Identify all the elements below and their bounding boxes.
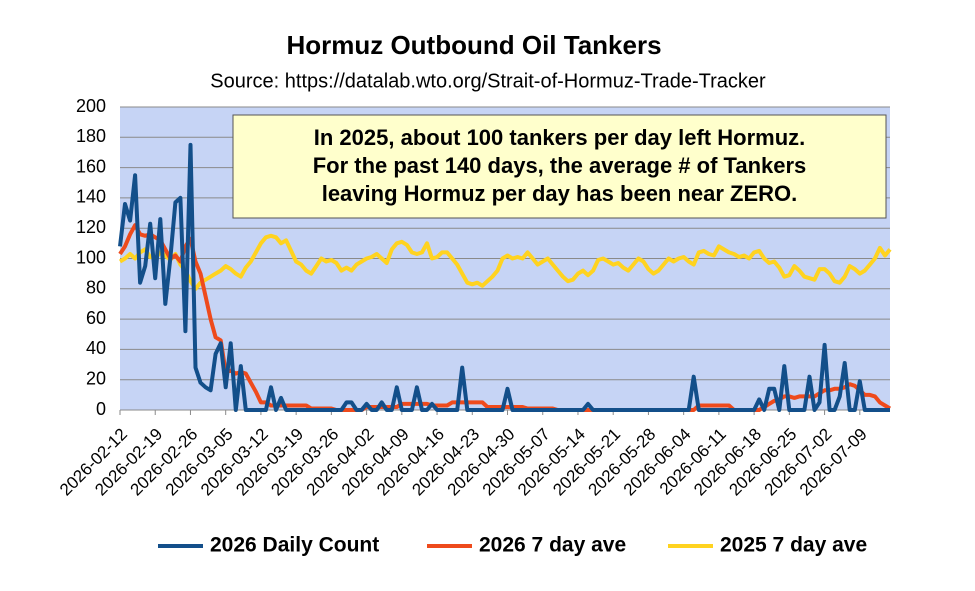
y-tick-label: 160 [76,156,106,176]
y-tick-label: 20 [86,368,106,388]
y-tick-label: 80 [86,278,106,298]
y-tick-label: 180 [76,126,106,146]
y-tick-label: 60 [86,308,106,328]
legend-label: 2025 7 day ave [720,534,867,557]
y-tick-label: 140 [76,187,106,207]
legend-label: 2026 7 day ave [479,534,626,557]
y-tick-label: 100 [76,247,106,267]
chart-title: Hormuz Outbound Oil Tankers [286,30,661,60]
series-line [118,233,892,291]
y-tick-label: 0 [96,399,106,419]
chart-subtitle: Source: https://datalab.wto.org/Strait-o… [210,70,766,92]
annotation-box [232,114,887,219]
y-tick-label: 40 [86,338,106,358]
legend-label: 2026 Daily Count [210,534,379,557]
annotation-text: For the past 140 days, the average # of … [313,153,807,178]
y-tick-label: 120 [76,217,106,237]
y-tick-label: 200 [76,96,106,116]
series-line [118,142,890,412]
annotation-text: In 2025, about 100 tankers per day left … [314,125,806,150]
annotation-text: leaving Hormuz per day has been near ZER… [322,181,798,206]
